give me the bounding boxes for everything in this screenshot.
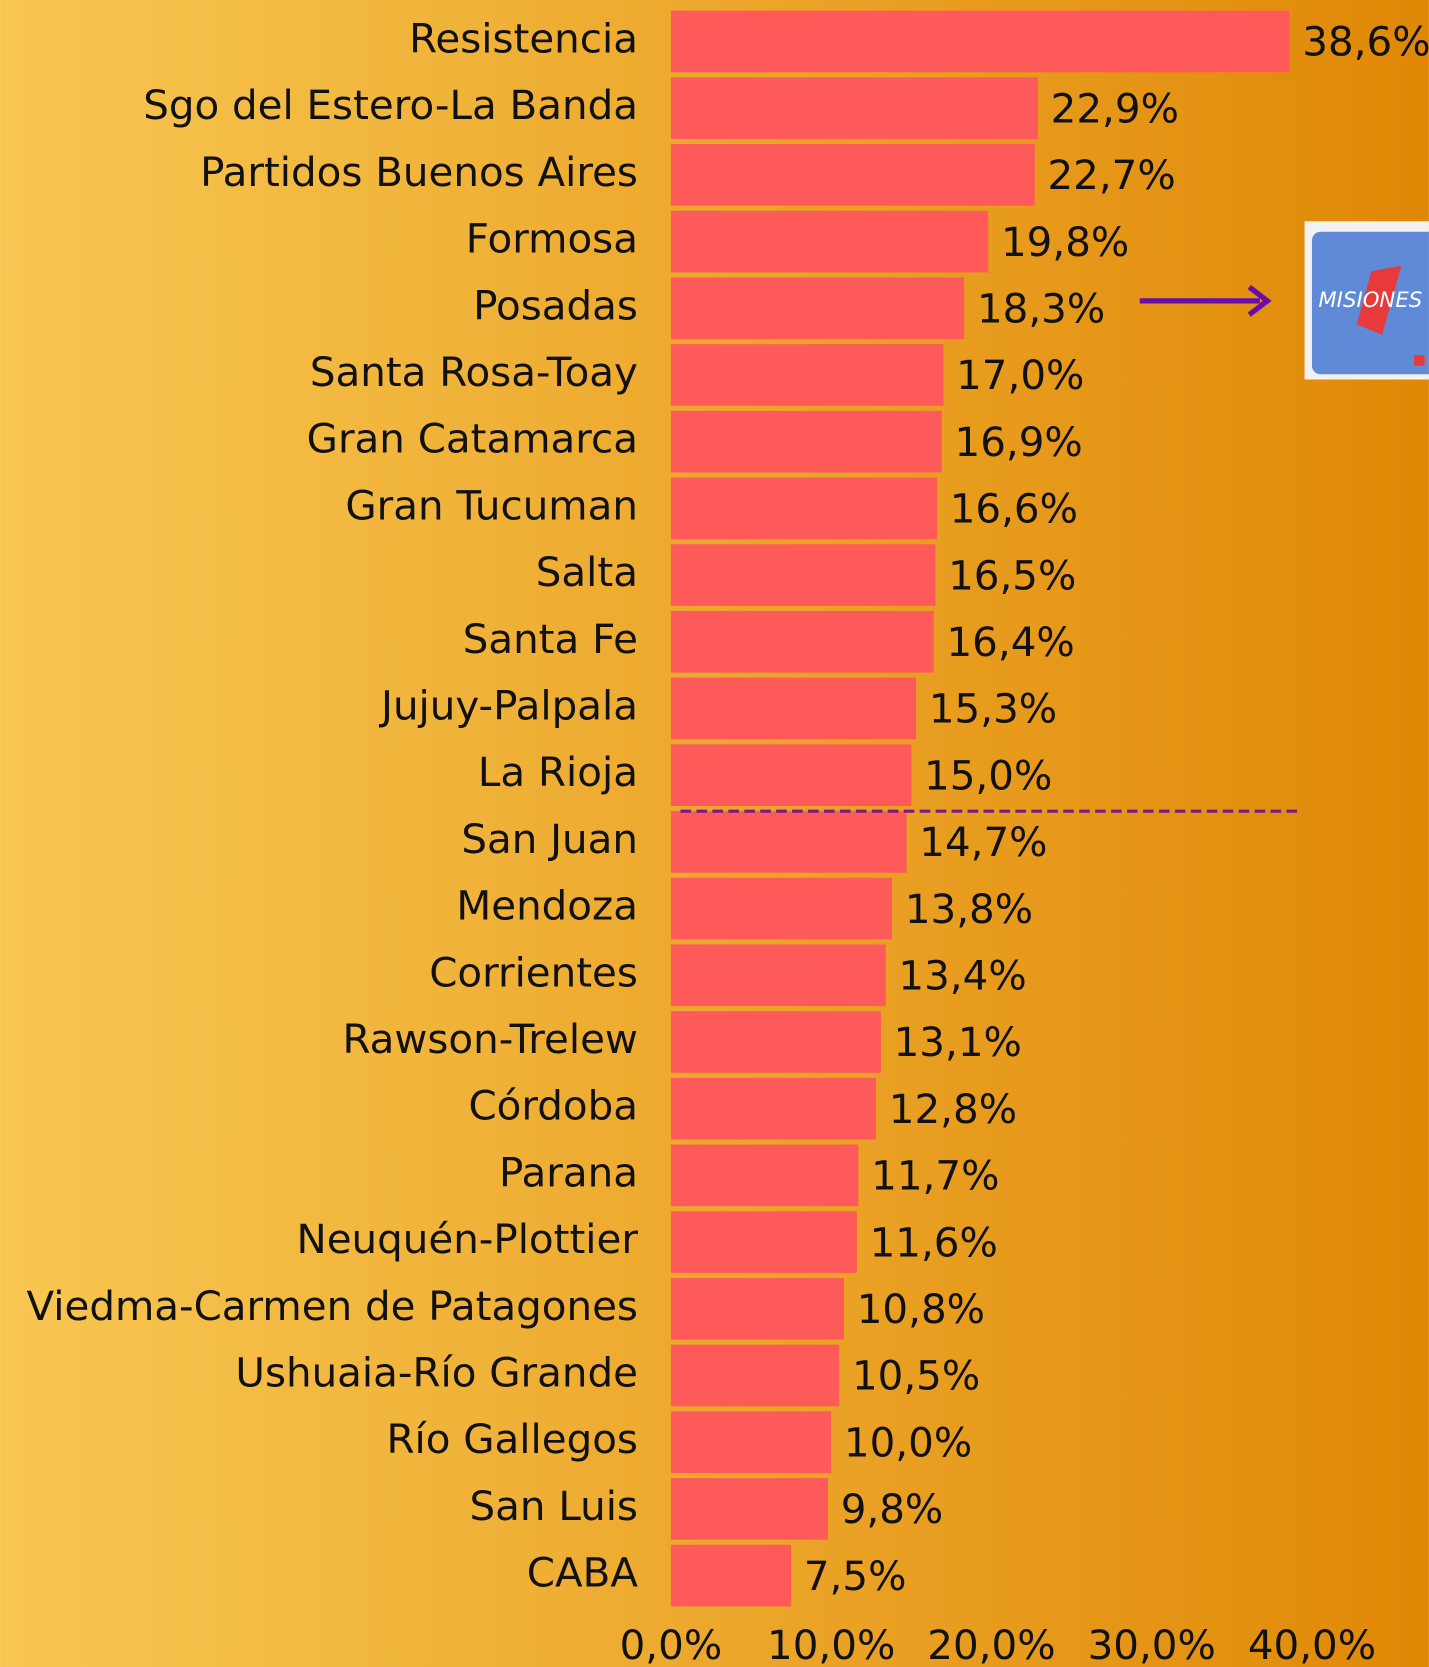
bar xyxy=(670,744,912,807)
value-label: 16,9% xyxy=(955,419,1083,466)
bar xyxy=(670,10,1290,73)
bar xyxy=(670,1344,840,1407)
bar xyxy=(670,1211,857,1273)
value-label: 13,4% xyxy=(898,952,1026,999)
value-label: 19,8% xyxy=(1001,219,1129,266)
value-label: 7,5% xyxy=(804,1553,907,1600)
bar xyxy=(670,877,893,940)
x-tick-label: 30,0% xyxy=(1088,1622,1216,1667)
y-tick-label: Ushuaia-Río Grande xyxy=(235,1349,638,1396)
value-label: 11,7% xyxy=(871,1153,999,1200)
x-tick-label: 0,0% xyxy=(620,1622,723,1667)
y-tick-label: Partidos Buenos Aires xyxy=(200,149,638,196)
bar xyxy=(670,477,937,540)
value-label: 9,8% xyxy=(841,1486,944,1533)
y-tick-label: Rawson-Trelew xyxy=(342,1016,637,1063)
bar xyxy=(670,811,907,873)
bar xyxy=(670,144,1035,206)
bar xyxy=(670,1144,859,1207)
bar xyxy=(670,544,936,606)
bar xyxy=(670,944,886,1007)
value-label: 16,4% xyxy=(947,619,1075,666)
y-tick-label: Parana xyxy=(499,1149,638,1196)
value-label: 17,0% xyxy=(956,352,1084,399)
value-label: 13,8% xyxy=(905,886,1033,933)
value-label: 38,6% xyxy=(1302,19,1429,66)
value-label: 10,0% xyxy=(844,1419,972,1466)
bar xyxy=(670,610,934,673)
y-tick-label: Río Gallegos xyxy=(386,1416,637,1463)
y-tick-label: CABA xyxy=(527,1550,639,1597)
bar xyxy=(670,1478,828,1540)
y-tick-label: Córdoba xyxy=(468,1083,637,1130)
value-label: 22,9% xyxy=(1051,85,1179,132)
value-label: 15,3% xyxy=(929,686,1057,733)
bar xyxy=(670,410,942,473)
logo: MISIONES xyxy=(1304,221,1429,380)
value-label: 11,6% xyxy=(870,1219,998,1266)
y-tick-label: Sgo del Estero-La Banda xyxy=(143,82,638,129)
y-tick-label: Salta xyxy=(536,549,638,596)
y-tick-label: Viedma-Carmen de Patagones xyxy=(27,1283,638,1330)
x-tick-label: 20,0% xyxy=(927,1622,1055,1667)
y-tick-label: Neuquén-Plottier xyxy=(297,1216,639,1263)
bar xyxy=(670,277,965,340)
y-tick-label: Resistencia xyxy=(409,15,638,62)
value-label: 10,8% xyxy=(857,1286,985,1333)
value-label: 18,3% xyxy=(977,285,1105,332)
y-tick-label: Gran Catamarca xyxy=(307,416,638,463)
bar xyxy=(670,210,989,273)
y-tick-label: San Luis xyxy=(470,1483,638,1530)
value-label: 13,1% xyxy=(894,1019,1022,1066)
y-tick-label: Formosa xyxy=(466,216,638,263)
value-label: 16,5% xyxy=(948,552,1076,599)
bar xyxy=(670,1544,792,1607)
bar xyxy=(670,1411,832,1474)
bar xyxy=(670,344,944,406)
bar xyxy=(670,1011,881,1073)
y-tick-label: Santa Fe xyxy=(463,616,638,663)
arrow-head xyxy=(1247,284,1272,317)
y-tick-label: La Rioja xyxy=(478,749,638,796)
x-tick-label: 40,0% xyxy=(1248,1622,1376,1667)
y-tick-label: Corrientes xyxy=(429,949,638,996)
value-label: 22,7% xyxy=(1047,152,1175,199)
bar xyxy=(670,677,917,740)
x-tick-label: 10,0% xyxy=(767,1622,895,1667)
bar xyxy=(670,77,1038,139)
value-label: 16,6% xyxy=(950,486,1078,533)
y-tick-label: Mendoza xyxy=(456,883,638,930)
value-label: 12,8% xyxy=(889,1086,1017,1133)
y-tick-label: San Juan xyxy=(461,816,638,863)
value-label: 10,5% xyxy=(852,1353,980,1400)
y-tick-label: Posadas xyxy=(473,282,638,329)
y-tick-label: Gran Tucuman xyxy=(345,482,638,529)
value-label: 15,0% xyxy=(924,752,1052,799)
y-tick-label: Jujuy-Palpala xyxy=(378,682,638,729)
bar xyxy=(670,1277,845,1340)
logo-text: MISIONES xyxy=(1318,288,1422,313)
bar xyxy=(670,1077,877,1140)
y-tick-label: Santa Rosa-Toay xyxy=(310,349,638,396)
value-label: 14,7% xyxy=(919,819,1047,866)
